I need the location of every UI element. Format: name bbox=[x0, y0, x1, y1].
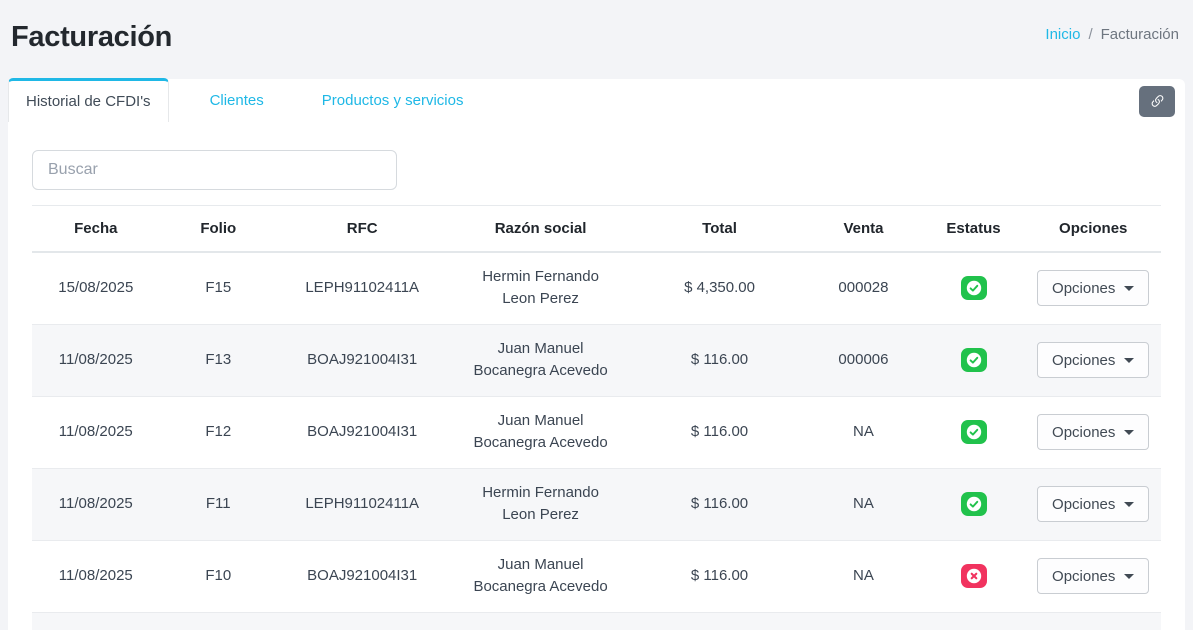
column-header-opciones: Opciones bbox=[1025, 205, 1161, 253]
cell-folio: F15 bbox=[205, 279, 232, 296]
cell-total: $ 116.00 bbox=[690, 566, 749, 584]
cell-folio: F11 bbox=[205, 494, 231, 512]
opciones-dropdown-button[interactable]: Opciones bbox=[1037, 558, 1150, 594]
caret-down-icon bbox=[1124, 573, 1135, 579]
breadcrumb-current: Facturación bbox=[1100, 26, 1179, 43]
cell-fecha: 11/08/2025 bbox=[58, 566, 133, 584]
column-header-venta: Venta bbox=[805, 205, 922, 253]
link-icon bbox=[1151, 95, 1163, 107]
table-row: 15/08/2025 F15 LEPH91102411A Hermin Fernand… bbox=[32, 252, 1161, 324]
cell-razon-social: Juan Manuel Bocanegra Acevedo bbox=[473, 555, 608, 596]
check-circle-icon bbox=[960, 348, 987, 372]
caret-down-icon bbox=[1124, 285, 1135, 291]
tab-productos-servicios[interactable]: Productos y servicios bbox=[321, 92, 464, 109]
cell-fecha: 11/08/2025 bbox=[58, 494, 133, 512]
cell-fecha: 11/08/2025 bbox=[58, 422, 133, 440]
table-row: 11/08/2025 F13 BOAJ921004I31 Juan Manuel Bo… bbox=[32, 324, 1161, 396]
cell-opciones: Opciones bbox=[1025, 252, 1161, 324]
cell-razon-social: Hermin Fernando Leon Perez bbox=[482, 267, 599, 308]
cfdi-table: Fecha Folio RFC Razón social Total Venta… bbox=[32, 205, 1161, 630]
page-title: Facturación bbox=[11, 21, 173, 53]
cell-rfc: BOAJ921004I31 bbox=[307, 422, 418, 440]
cell-estatus bbox=[922, 468, 1026, 540]
page-header: Facturación Inicio / Facturación bbox=[0, 0, 1193, 79]
column-header-folio: Folio bbox=[159, 205, 277, 253]
card-body: Fecha Folio RFC Razón social Total Venta… bbox=[8, 122, 1185, 630]
check-circle-icon bbox=[960, 420, 987, 444]
cell-razon-social: Juan Manuel Bocanegra Acevedo bbox=[473, 339, 608, 380]
table-row: 11/08/2025 F12 BOAJ921004I31 Juan Manuel Bo… bbox=[32, 396, 1161, 468]
x-circle-icon bbox=[960, 564, 987, 588]
cell-razon-social: Hermin Fernando Leon Perez bbox=[482, 483, 599, 524]
cell-opciones: Opciones bbox=[1025, 540, 1161, 612]
cell-estatus bbox=[922, 324, 1026, 396]
caret-down-icon bbox=[1124, 357, 1135, 363]
table-body: 15/08/2025 F15 LEPH91102411A Hermin Fernand… bbox=[32, 252, 1161, 630]
cell-rfc: BOAJ921004I31 bbox=[307, 350, 418, 368]
opciones-dropdown-button[interactable]: Opciones bbox=[1037, 414, 1150, 450]
search-input[interactable] bbox=[32, 150, 397, 190]
cell-rfc: LEPH91102411A bbox=[305, 279, 420, 296]
cell-rfc: BOAJ921004I31 bbox=[307, 566, 418, 584]
cell-razon-social: Juan Manuel Bocanegra Acevedo bbox=[473, 411, 608, 452]
opciones-dropdown-button[interactable]: Opciones bbox=[1037, 486, 1150, 522]
cell-venta: 000028 bbox=[838, 279, 889, 296]
cell-fecha: 15/08/2025 bbox=[58, 279, 134, 296]
caret-down-icon bbox=[1124, 429, 1135, 435]
cell-estatus bbox=[922, 396, 1026, 468]
table-row-partial bbox=[32, 612, 1161, 630]
breadcrumb: Inicio / Facturación bbox=[1045, 26, 1179, 43]
partial-row-cell bbox=[32, 612, 1161, 630]
cell-opciones: Opciones bbox=[1025, 324, 1161, 396]
cell-estatus bbox=[922, 540, 1026, 612]
cell-fecha: 11/08/2025 bbox=[58, 350, 133, 368]
facturacion-card: Historial de CFDI's Clientes Productos y… bbox=[8, 78, 1185, 630]
cell-total: $ 116.00 bbox=[690, 494, 749, 512]
cell-total: $ 116.00 bbox=[690, 422, 749, 440]
column-header-estatus: Estatus bbox=[921, 205, 1026, 253]
breadcrumb-home-link[interactable]: Inicio bbox=[1045, 26, 1081, 43]
cell-estatus bbox=[922, 252, 1026, 324]
cell-venta: 000006 bbox=[838, 350, 889, 368]
tab-historial-cfdis[interactable]: Historial de CFDI's bbox=[8, 78, 169, 122]
tab-clientes[interactable]: Clientes bbox=[209, 92, 264, 109]
table-row: 11/08/2025 F10 BOAJ921004I31 Juan Manuel Bo… bbox=[32, 540, 1161, 612]
cell-folio: F13 bbox=[205, 350, 232, 368]
check-circle-icon bbox=[960, 492, 987, 516]
column-header-razon-social: Razón social bbox=[447, 205, 634, 253]
caret-down-icon bbox=[1124, 501, 1135, 507]
cell-total: $ 4,350.00 bbox=[684, 279, 755, 296]
cell-venta: NA bbox=[853, 566, 874, 584]
opciones-dropdown-button[interactable]: Opciones bbox=[1037, 342, 1150, 378]
cell-venta: NA bbox=[853, 422, 874, 440]
link-button[interactable] bbox=[1139, 86, 1175, 117]
table-header-row: Fecha Folio RFC Razón social Total Venta… bbox=[32, 205, 1161, 253]
cell-total: $ 116.00 bbox=[690, 350, 749, 368]
tab-bar: Historial de CFDI's Clientes Productos y… bbox=[8, 78, 1185, 122]
column-header-rfc: RFC bbox=[276, 205, 448, 253]
opciones-dropdown-button[interactable]: Opciones bbox=[1037, 270, 1150, 307]
cell-folio: F12 bbox=[205, 422, 232, 440]
cell-venta: NA bbox=[853, 494, 874, 512]
cell-rfc: LEPH91102411A bbox=[305, 494, 420, 512]
table-row: 11/08/2025 F11 LEPH91102411A Hermin Fernand… bbox=[32, 468, 1161, 540]
check-circle-icon bbox=[960, 276, 987, 301]
breadcrumb-separator: / bbox=[1088, 26, 1093, 43]
column-header-total: Total bbox=[633, 205, 806, 253]
column-header-fecha: Fecha bbox=[32, 205, 160, 253]
cell-folio: F10 bbox=[205, 566, 232, 584]
cell-opciones: Opciones bbox=[1025, 396, 1161, 468]
cell-opciones: Opciones bbox=[1025, 468, 1161, 540]
